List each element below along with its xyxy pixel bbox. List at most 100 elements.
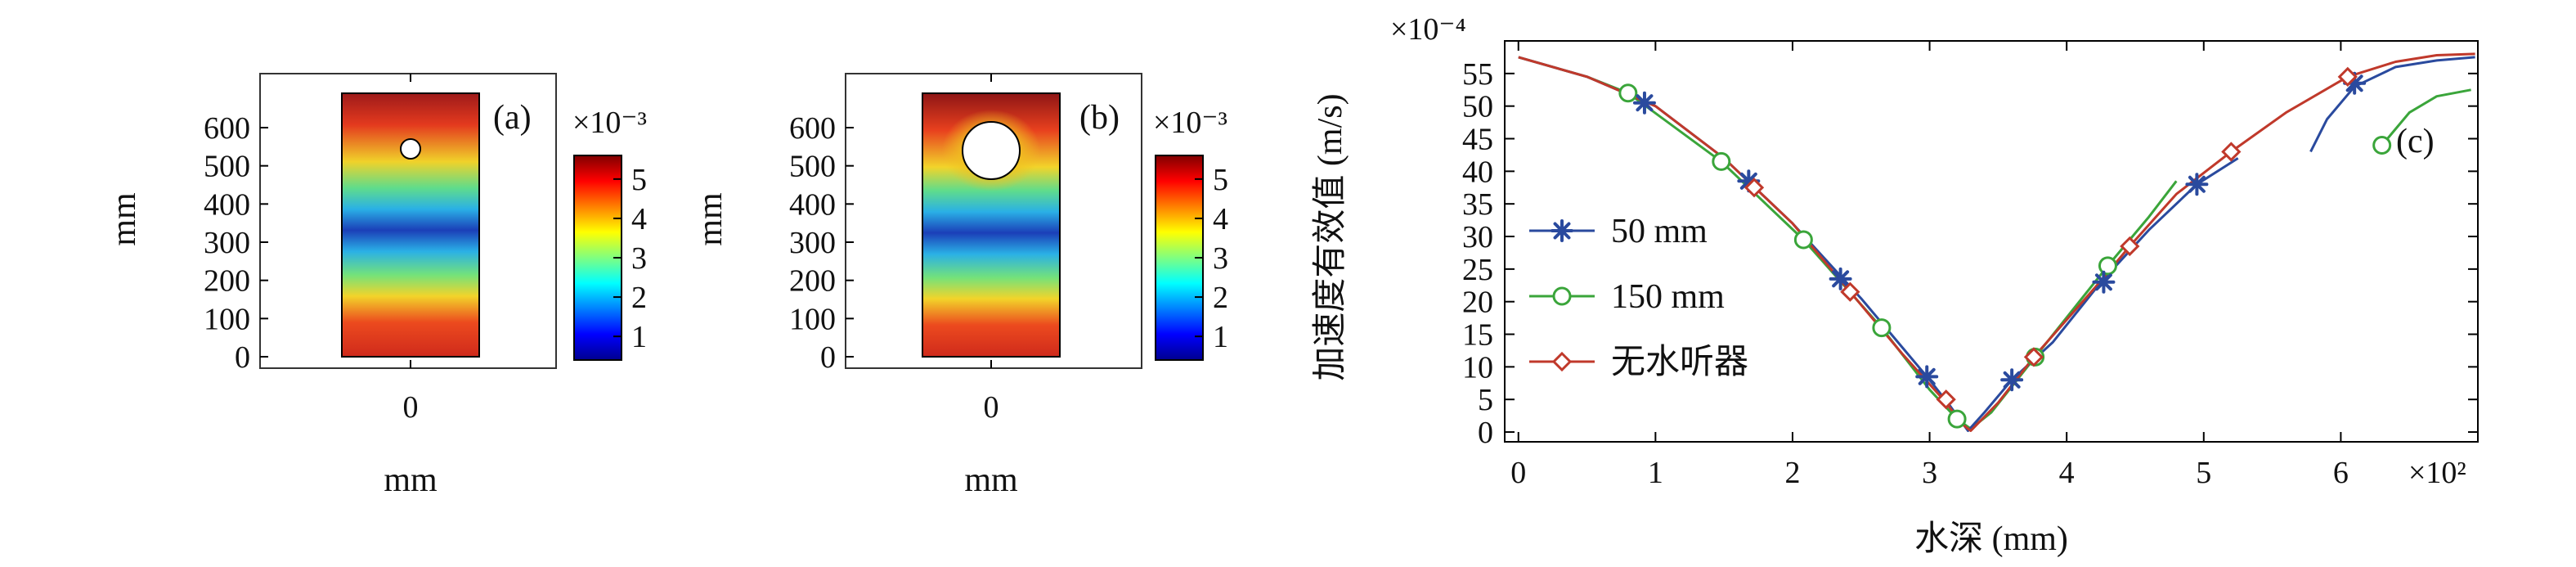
series-0-point-2 — [1829, 267, 1852, 290]
y-tick-label: 200 — [789, 264, 836, 299]
panel-c-label: (c) — [2396, 123, 2435, 160]
y-tick-label: 0 — [820, 340, 836, 375]
series-2-point-1 — [1840, 281, 1860, 302]
y-tick-label: 100 — [789, 302, 836, 336]
panel-c-markers — [1618, 66, 2392, 429]
series-2-point-2 — [1936, 389, 1956, 410]
colorbar-tick-label: 2 — [631, 281, 647, 315]
colorbar-tick-label: 4 — [1213, 202, 1228, 236]
series-2-point-5 — [2221, 142, 2242, 162]
y-tick-label: 50 — [1462, 90, 1493, 124]
series-1-point-7 — [2372, 135, 2392, 155]
y-tick-label: 600 — [789, 111, 836, 146]
y-tick-label: 55 — [1462, 57, 1493, 92]
series-2-point-3 — [2023, 347, 2044, 367]
y-tick-label: 30 — [1462, 220, 1493, 254]
x-tick-label: 1 — [1648, 456, 1663, 490]
y-tick-label: 10 — [1462, 350, 1493, 385]
panel-a-x-tick-label: 0 — [403, 390, 419, 425]
series-1-point-3 — [1872, 318, 1892, 338]
legend-marker-2 — [1551, 351, 1573, 372]
series-0-point-4 — [2000, 368, 2024, 392]
x-tick-label: 6 — [2333, 456, 2349, 490]
y-tick-label: 25 — [1462, 253, 1493, 287]
y-tick-label: 40 — [1462, 155, 1493, 189]
panel-b-colorbar-exponent: ×10⁻³ — [1153, 106, 1227, 140]
series-2-point-4 — [2120, 236, 2140, 257]
y-tick-label: 400 — [204, 187, 250, 222]
legend-label-1: 150 mm — [1611, 278, 1725, 316]
panel-a-label: (a) — [493, 99, 532, 137]
panel-c-ylabel: 加速度有效值 (m/s) — [1312, 93, 1349, 380]
x-tick-label: 4 — [2059, 456, 2075, 490]
y-tick-label: 15 — [1462, 318, 1493, 353]
y-tick-label: 5 — [1478, 383, 1493, 417]
y-tick-label: 100 — [204, 302, 250, 336]
colorbar-tick-label: 2 — [1213, 281, 1228, 315]
series-0-point-6 — [2185, 173, 2209, 196]
panel-a-colorbar-exponent: ×10⁻³ — [572, 106, 647, 140]
series-1-point-6 — [2098, 256, 2117, 276]
legend-label-0: 50 mm — [1611, 213, 1708, 250]
panel-a-plate — [341, 92, 480, 358]
y-tick-label: 300 — [204, 226, 250, 260]
panel-a-colorbar-ticks: 1 2 3 4 5 — [613, 163, 647, 354]
y-tick-label: 20 — [1462, 286, 1493, 320]
panel-c-x-exponent: ×10² — [2408, 456, 2466, 490]
y-tick-label: 500 — [789, 150, 836, 184]
x-tick-label: 5 — [2196, 456, 2211, 490]
series-1-point-4 — [1947, 409, 1967, 429]
legend-label-2: 无水听器 — [1611, 344, 1748, 381]
x-tick-label: 2 — [1784, 456, 1800, 490]
y-tick-label: 200 — [204, 264, 250, 299]
panel-a-xlabel: mm — [384, 461, 438, 499]
y-tick-label: 0 — [235, 340, 250, 375]
panel-b-colorbar-ticks: 1 2 3 4 5 — [1195, 163, 1228, 354]
series-2-point-6 — [2337, 66, 2358, 87]
y-tick-label: 0 — [1478, 416, 1493, 450]
panel-c-legend: 50 mm 150 mm 无水听器 — [1529, 213, 1748, 381]
series-1-point-2 — [1793, 230, 1813, 250]
series-line-1-segment-1 — [2381, 88, 2471, 146]
panel-b-hole — [962, 121, 1021, 180]
legend-marker-1 — [1552, 286, 1572, 306]
x-tick-label: 0 — [1510, 456, 1526, 490]
x-tick-label: 3 — [1922, 456, 1937, 490]
panel-a-hole — [400, 138, 421, 160]
y-tick-label: 400 — [789, 187, 836, 222]
panel-b-xlabel: mm — [964, 461, 1018, 499]
colorbar-tick-label: 5 — [1213, 163, 1228, 197]
panel-c-plot-area — [1504, 40, 2479, 443]
panel-c-y-exponent: ×10⁻⁴ — [1390, 12, 1466, 47]
colorbar-tick-label: 4 — [631, 202, 647, 236]
series-0-point-0 — [1632, 91, 1656, 115]
y-tick-label: 35 — [1462, 187, 1493, 222]
series-0-point-3 — [1915, 365, 1939, 389]
colorbar-tick-label: 3 — [1213, 241, 1228, 276]
series-1-point-1 — [1712, 151, 1731, 171]
panel-a-ylabel: mm — [105, 192, 143, 246]
panel-b-ylabel: mm — [692, 192, 729, 246]
legend-marker-0 — [1551, 219, 1573, 242]
y-tick-label: 45 — [1462, 123, 1493, 157]
series-2-point-0 — [1744, 178, 1765, 198]
y-tick-label: 600 — [204, 111, 250, 146]
colorbar-tick-label: 1 — [631, 320, 647, 354]
colorbar-tick-label: 1 — [1213, 320, 1228, 354]
colorbar-tick-label: 3 — [631, 241, 647, 276]
panel-b-x-tick-label: 0 — [984, 390, 999, 425]
series-1-point-0 — [1618, 83, 1638, 103]
panel-c-xlabel: 水深 (mm) — [1914, 520, 2068, 558]
colorbar-tick-label: 5 — [631, 163, 647, 197]
y-tick-label: 500 — [204, 150, 250, 184]
series-0-point-5 — [2092, 270, 2116, 294]
panel-b-label: (b) — [1079, 99, 1120, 137]
y-tick-label: 300 — [789, 226, 836, 260]
